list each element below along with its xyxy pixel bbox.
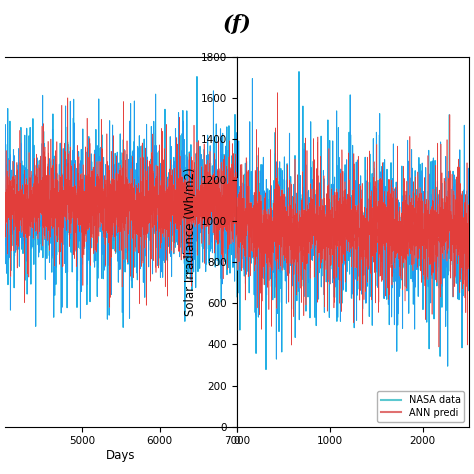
X-axis label: Days: Days [106, 449, 136, 462]
Legend: NASA data, ANN predi: NASA data, ANN predi [377, 391, 465, 422]
Text: (f): (f) [223, 14, 251, 34]
Y-axis label: Solar Irradiance (Wh/m2): Solar Irradiance (Wh/m2) [184, 167, 197, 316]
